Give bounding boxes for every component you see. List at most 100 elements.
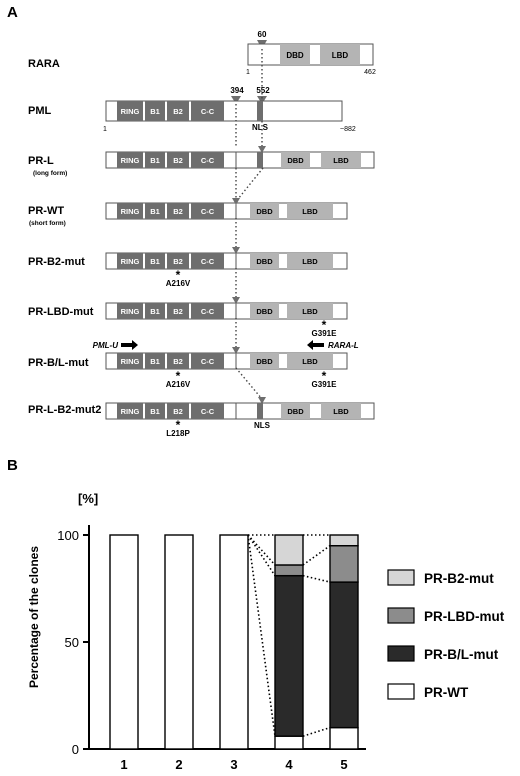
pr-l-b2-mut2-ring-label: RING <box>121 407 140 416</box>
legend-label-pr-b-l-mut: PR-B/L-mut <box>424 647 499 662</box>
stacked-bar-chart: 0 50 100 1 2 3 4 5 <box>57 525 366 772</box>
pr-b2-mut-b1-label: B1 <box>150 257 160 266</box>
bl-mut-a216v: A216V <box>166 380 191 389</box>
pr-l-lbd-domain <box>321 152 361 168</box>
pml-start: 1 <box>103 126 107 133</box>
bar-connector-line <box>247 534 276 577</box>
x-tick-label: 5 <box>340 757 347 772</box>
pr-l-b2-mut2-ring-domain <box>117 403 143 419</box>
construct-bar-pr-lbd-mut: RING B1 B2 C-C DBD LBD <box>105 302 348 320</box>
pr-b2-mut-b2-domain <box>167 253 189 269</box>
pr-bl-mut-lbd-domain <box>287 353 333 369</box>
pr-l-b2-mut2-cc-label: C-C <box>201 407 215 416</box>
pr-lbd-mut-b1-label: B1 <box>150 307 160 316</box>
pml-nls-label: NLS <box>252 123 269 132</box>
pr-l-b2-label: B2 <box>173 156 183 165</box>
pr-wt-dbd-label: DBD <box>256 207 273 216</box>
x-tick-label: 1 <box>120 757 127 772</box>
construct-name-pr-lbd-mut: PR-LBD-mut <box>28 306 94 318</box>
pr-wt-b1-label: B1 <box>150 207 160 216</box>
pml-cc-label: C-C <box>201 107 215 116</box>
legend-label-pr-lbd-mut: PR-LBD-mut <box>424 609 505 624</box>
pr-bl-mut-cc-domain <box>191 353 224 369</box>
pr-b2-mut-cc-domain <box>191 253 224 269</box>
mutation-annotations: * A216V * G391E * A216V * G391E * L218P … <box>166 268 337 438</box>
bar-segment-pr-wt-4 <box>274 735 304 750</box>
pr-l-b2-mut2-dbd-domain <box>281 403 310 419</box>
pr-l-dbd-label: DBD <box>287 156 304 165</box>
construct-name-pr-wt: PR-WT <box>28 205 64 217</box>
construct-subtitle-pr-l: (long form) <box>33 170 67 177</box>
pr-l-b2-mut2-b2-domain <box>167 403 189 419</box>
pr-wt-lbd-domain <box>287 203 333 219</box>
pr-b2-mut-b1-domain <box>145 253 165 269</box>
bl-mut-star-b2: * <box>176 369 181 383</box>
primer-annotations: PML-U RARA-L <box>93 340 359 350</box>
l-b2-mut2-star: * <box>176 418 181 432</box>
pr-lbd-mut-b2-label: B2 <box>173 307 183 316</box>
pr-wt-ring-label: RING <box>121 207 140 216</box>
pr-lbd-mut-ring-label: RING <box>121 307 140 316</box>
pr-wt-lbd-label: LBD <box>302 207 318 216</box>
pml-ring-label: RING <box>121 107 140 116</box>
primer-reverse-arrow <box>307 340 324 350</box>
bar-segment-pr-lbd-mut-5 <box>329 545 359 583</box>
bar-segment-pr-wt-2 <box>164 534 194 750</box>
pml-b2-label: B2 <box>173 107 183 116</box>
bar-segment-pr-b2-mut-4 <box>274 534 304 566</box>
pr-wt-cc-domain <box>191 203 224 219</box>
bar-connector-line <box>302 726 331 737</box>
pr-l-b2-mut2-lbd-domain <box>321 403 361 419</box>
bar-segment-pr-b-l-mut-5 <box>329 581 359 729</box>
x-tick-label: 2 <box>175 757 182 772</box>
pr-l-b2-mut2-b1-label: B1 <box>150 407 160 416</box>
pr-l-b2-domain <box>167 152 189 168</box>
rara-break-position: 60 <box>258 30 267 39</box>
bar-segment-pr-b-l-mut-4 <box>274 574 304 737</box>
legend-swatch-pr-b2-mut <box>387 569 415 586</box>
pr-l-cc-label: C-C <box>201 156 215 165</box>
bar-segment-pr-wt-3 <box>219 534 249 750</box>
pml-b1-label: B1 <box>150 107 160 116</box>
pr-l-b2-mut2-lbd-label: LBD <box>333 407 349 416</box>
pr-lbd-mut-b1-domain <box>145 303 165 319</box>
pr-wt-b2-domain <box>167 203 189 219</box>
bl-mut-star-lbd: * <box>322 369 327 383</box>
pr-bl-mut-b1-domain <box>145 353 165 369</box>
pr-lbd-mut-ring-domain <box>117 303 143 319</box>
x-tick-label: 3 <box>230 757 237 772</box>
x-tick-label: 4 <box>285 757 293 772</box>
bar-segment-pr-b2-mut-5 <box>329 534 359 547</box>
legend-swatch-pr-lbd-mut <box>387 607 415 624</box>
legend-label-pr-b2-mut: PR-B2-mut <box>424 571 494 586</box>
bar-connector-line <box>247 534 276 737</box>
pr-b2-mut-lbd-domain <box>287 253 333 269</box>
rara-end: 462 <box>364 69 376 76</box>
pr-lbd-mut-dbd-label: DBD <box>256 307 273 316</box>
primer-reverse-label: RARA-L <box>328 341 359 350</box>
pr-bl-mut-cc-label: C-C <box>201 357 215 366</box>
l-b2-mut2-nls: NLS <box>254 421 271 430</box>
pr-l-ring-label: RING <box>121 156 140 165</box>
pr-l-dbd-domain <box>281 152 310 168</box>
pr-bl-mut-b2-domain <box>167 353 189 369</box>
construct-bar-pr-l-b2-mut2: RING B1 B2 C-C DBD LBD <box>105 402 375 420</box>
pml-cc-domain <box>191 101 224 121</box>
construct-name-pr-b2-mut: PR-B2-mut <box>28 256 85 268</box>
pml-break-394: 394 <box>230 86 244 95</box>
construct-bar-pr-b2-mut: RING B1 B2 C-C DBD LBD <box>105 252 348 270</box>
pml-break-394-arrowhead <box>231 96 241 104</box>
pr-wt-b1-domain <box>145 203 165 219</box>
pr-l-b1-domain <box>145 152 165 168</box>
bar-segment-pr-wt-1 <box>109 534 139 750</box>
l-b2-mut2-l218p: L218P <box>166 429 190 438</box>
y-tick-label: 100 <box>57 528 79 543</box>
pml-name: PML <box>28 105 52 117</box>
pr-b2-mut-cc-label: C-C <box>201 257 215 266</box>
pml-break-552-arrowhead <box>257 96 267 104</box>
construct-bar-pr-bl-mut: RING B1 B2 C-C DBD LBD <box>105 352 348 370</box>
pml-domains: RING B1 B2 C-C <box>117 101 224 121</box>
pr-l-b2-mut2-b1-domain <box>145 403 165 419</box>
y-axis-title: Percentage of the clones <box>27 546 41 688</box>
